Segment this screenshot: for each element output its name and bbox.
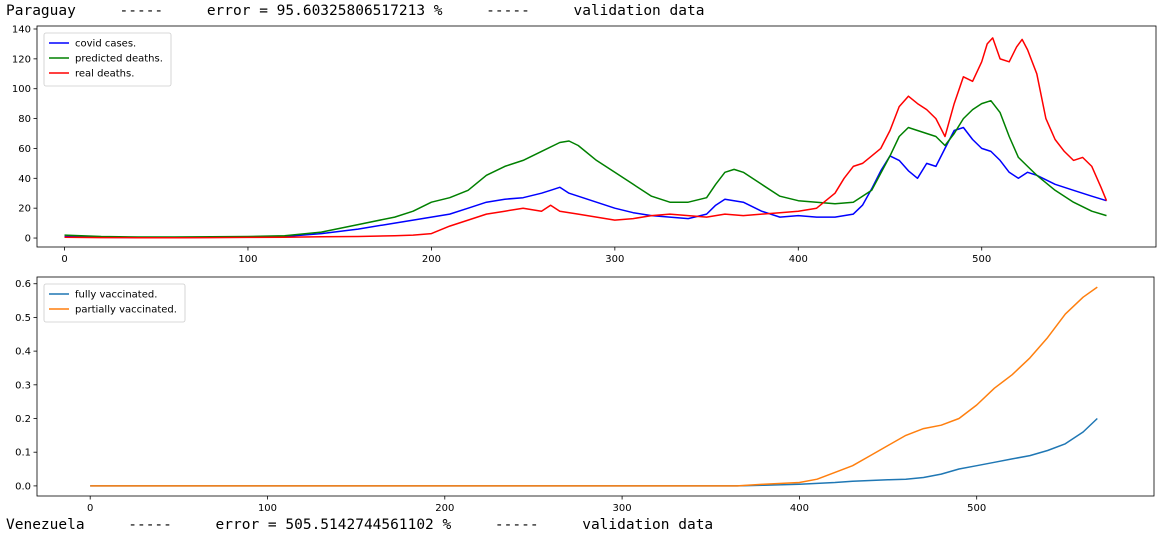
x-tick-label: 500 [967,503,986,514]
y-tick-label: 0.3 [15,380,31,391]
header-separator: ----- [494,517,539,533]
y-tick-label: 0.4 [15,347,31,358]
x-tick-label: 400 [790,503,809,514]
header-separator: ----- [486,3,530,19]
chart-header-venezuela: Venezuela ----- error = 505.514274456110… [6,517,713,533]
header-country: Paraguay [6,3,76,19]
y-tick-label: 0.0 [15,481,31,492]
y-tick-label: 0.6 [15,279,31,290]
y-tick-label: 80 [18,114,31,125]
series-line-2 [90,286,1098,487]
y-tick-label: 0 [25,234,31,245]
legend-label: predicted deaths. [75,54,163,65]
header-separator: ----- [128,517,172,533]
legend-label: real deaths. [75,69,134,80]
y-tick-label: 20 [18,204,31,215]
y-tick-label: 100 [12,84,31,95]
y-tick-label: 40 [18,174,31,185]
x-tick-label: 0 [61,254,67,265]
x-tick-label: 200 [422,254,441,265]
series-line-3 [64,37,1108,239]
chart-header-paraguay: Paraguay ----- error = 95.60325806517213… [6,3,704,19]
y-tick-label: 140 [12,24,31,35]
header-separator: ----- [119,3,164,19]
x-tick-label: 500 [972,254,991,265]
x-tick-label: 300 [605,254,624,265]
x-tick-label: 200 [435,503,454,514]
legend-label: partially vaccinated. [75,305,177,316]
x-tick-label: 300 [613,503,632,514]
header-error: error = 95.60325806517213 % [206,3,443,19]
y-tick-label: 120 [12,54,31,65]
x-tick-label: 100 [258,503,277,514]
y-tick-label: 0.1 [15,448,31,459]
legend: fully vaccinated. partially vaccinated. [43,283,186,323]
header-country: Venezuela [6,517,85,533]
series-line-2 [64,99,1107,238]
y-tick-label: 0.2 [15,414,31,425]
series-line-1 [64,126,1107,239]
chart-panel-2: 0 100 200 300 400 500 0.0 0.1 0.2 0.3 0.4 0.5 0.6 ful… [15,276,1155,514]
header-dataset: validation data [582,517,714,533]
x-tick-label: 400 [789,254,808,265]
legend-box [43,283,186,323]
y-tick-label: 0.5 [15,313,31,324]
chart-panel-1: 0 100 200 300 400 500 0 20 40 60 80 100 120 140 covid … [12,24,1157,265]
legend-label: fully vaccinated. [75,290,157,301]
x-tick-label: 100 [238,254,257,265]
legend-box [43,32,172,87]
header-error: error = 505.5142744561102 % [215,517,452,533]
legend: covid cases. predicted deaths. real deaths… [43,32,172,87]
series-line-1 [90,417,1098,487]
y-tick-label: 60 [18,144,31,155]
plot-frame [36,25,1157,248]
header-dataset: validation data [573,3,705,19]
plot-frame [36,276,1155,497]
x-tick-label: 0 [87,503,93,514]
legend-label: covid cases. [75,39,136,50]
